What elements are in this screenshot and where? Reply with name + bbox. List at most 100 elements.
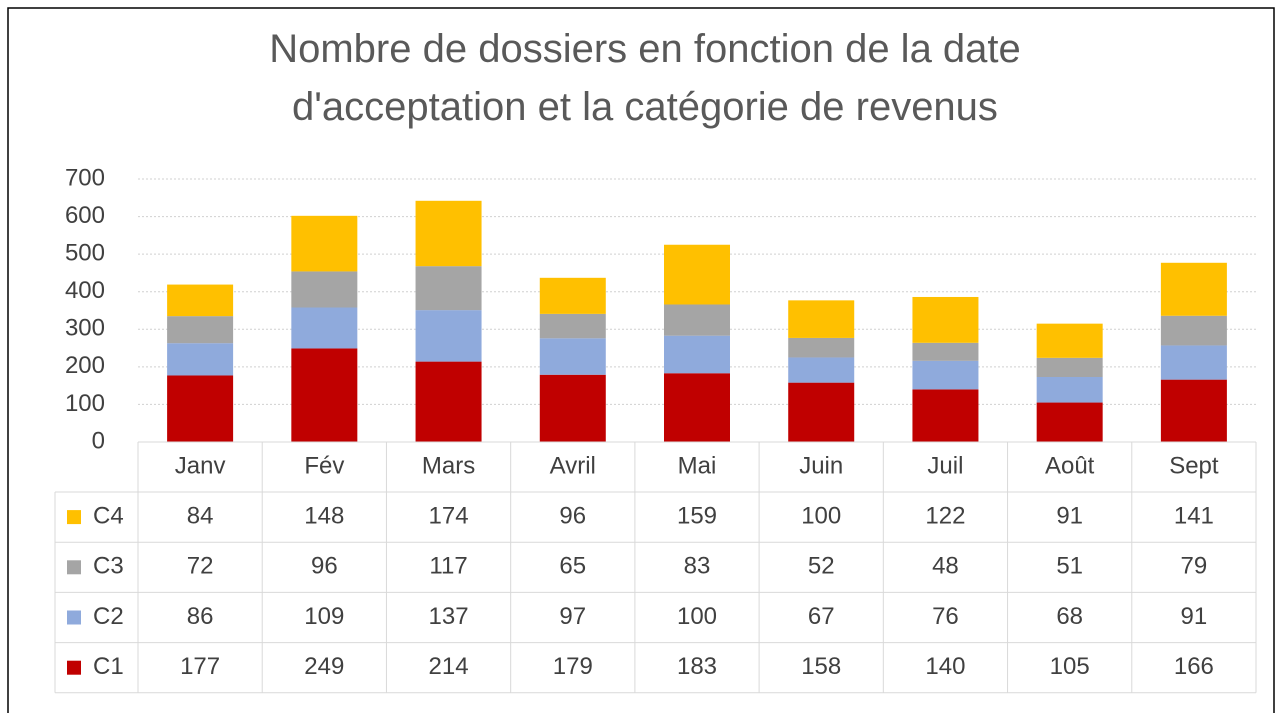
table-value: 214 <box>429 653 469 680</box>
bar-segment <box>1160 262 1227 316</box>
table-value: 67 <box>808 603 835 630</box>
y-tick-label: 400 <box>65 277 105 304</box>
legend-label: C1 <box>93 653 124 680</box>
table-value: 91 <box>1056 502 1083 529</box>
x-tick-label: Sept <box>1169 452 1219 479</box>
table-value: 117 <box>429 553 467 580</box>
table-value: 174 <box>429 502 469 529</box>
bar-segment <box>788 300 855 338</box>
table-value: 158 <box>801 653 841 680</box>
y-tick-label: 200 <box>65 352 105 379</box>
y-tick-label: 600 <box>65 202 105 229</box>
bar-segment <box>167 316 234 344</box>
y-tick-label: 700 <box>65 164 105 191</box>
table-value: 68 <box>1056 603 1083 630</box>
table-value: 140 <box>925 653 965 680</box>
x-tick-label: Fév <box>304 452 344 479</box>
bar-segment <box>664 373 730 442</box>
chart-title: Nombre de dossiers en fonction de la dat… <box>269 27 1021 129</box>
table-value: 76 <box>932 603 959 630</box>
table-value: 96 <box>559 502 586 529</box>
table-value: 86 <box>187 603 214 630</box>
bar-segment <box>415 266 482 311</box>
bar-segment <box>912 342 979 361</box>
x-tick-label: Avril <box>550 452 596 479</box>
bar-segment <box>291 307 358 349</box>
bar-segment <box>1036 377 1103 403</box>
bar-segment <box>415 361 482 442</box>
bar-segment <box>1160 345 1227 380</box>
frame <box>7 7 1275 713</box>
legend-swatch <box>67 660 81 675</box>
table-value: 166 <box>1174 653 1214 680</box>
bar-segment <box>291 271 358 308</box>
bar-segment <box>1036 357 1103 378</box>
table-value: 65 <box>559 553 586 580</box>
x-tick-label: Août <box>1045 452 1095 479</box>
bar-segment <box>664 304 730 336</box>
bar-segment <box>664 244 730 305</box>
bar-segment <box>1160 379 1227 442</box>
table-value: 159 <box>677 502 717 529</box>
table-value: 249 <box>304 653 344 680</box>
legend-label: C2 <box>93 603 124 630</box>
bar-segment <box>291 348 358 442</box>
table-value: 91 <box>1181 603 1208 630</box>
bar-segment <box>415 310 482 362</box>
legend-swatch <box>67 510 81 525</box>
y-tick-label: 300 <box>65 315 105 342</box>
y-tick-label: 500 <box>65 239 105 266</box>
table-value: 109 <box>304 603 344 630</box>
table-value: 100 <box>801 502 841 529</box>
x-tick-label: Juil <box>927 452 963 479</box>
table-value: 51 <box>1056 553 1083 580</box>
bar-segment <box>539 277 606 314</box>
table-value: 79 <box>1181 553 1208 580</box>
legend-label: C4 <box>93 502 124 529</box>
bar-segment <box>788 357 855 383</box>
bar-segment <box>788 382 855 442</box>
table-value: 105 <box>1050 653 1090 680</box>
bar-segment <box>539 374 606 442</box>
bar-segment <box>664 335 730 374</box>
bar-segment <box>1036 323 1103 358</box>
bar-segment <box>539 338 606 375</box>
y-tick-label: 0 <box>92 427 105 454</box>
table-value: 148 <box>304 502 344 529</box>
bar-segment <box>167 375 234 442</box>
bar-segment <box>291 215 358 272</box>
x-tick-label: Mai <box>678 452 717 479</box>
x-tick-label: Mars <box>422 452 475 479</box>
bar-segment <box>167 343 234 376</box>
bar-segment <box>1036 402 1103 442</box>
bar-segment <box>912 296 979 343</box>
table-value: 48 <box>932 553 959 580</box>
table-value: 183 <box>677 653 717 680</box>
table-value: 122 <box>925 502 965 529</box>
table-value: 97 <box>559 603 586 630</box>
bar-segment <box>167 284 234 317</box>
legend-swatch <box>67 610 81 625</box>
table-value: 137 <box>429 603 469 630</box>
legend-label: C3 <box>93 553 124 580</box>
table-value: 141 <box>1174 502 1214 529</box>
x-tick-label: Janv <box>175 452 226 479</box>
bar-segment <box>912 360 979 390</box>
table-value: 100 <box>677 603 717 630</box>
x-tick-label: Juin <box>799 452 843 479</box>
table-value: 179 <box>553 653 593 680</box>
bar-segment <box>1160 315 1227 346</box>
table-value: 96 <box>311 553 338 580</box>
bar-segment <box>788 337 855 358</box>
table-value: 177 <box>180 653 220 680</box>
table-value: 83 <box>684 553 711 580</box>
table-value: 52 <box>808 553 835 580</box>
bar-segment <box>539 313 606 339</box>
table-value: 84 <box>187 502 214 529</box>
bar-segment <box>415 200 482 267</box>
y-tick-label: 100 <box>65 390 105 417</box>
bar-segment <box>912 389 979 442</box>
table-value: 72 <box>187 553 214 580</box>
legend-swatch <box>67 560 81 575</box>
